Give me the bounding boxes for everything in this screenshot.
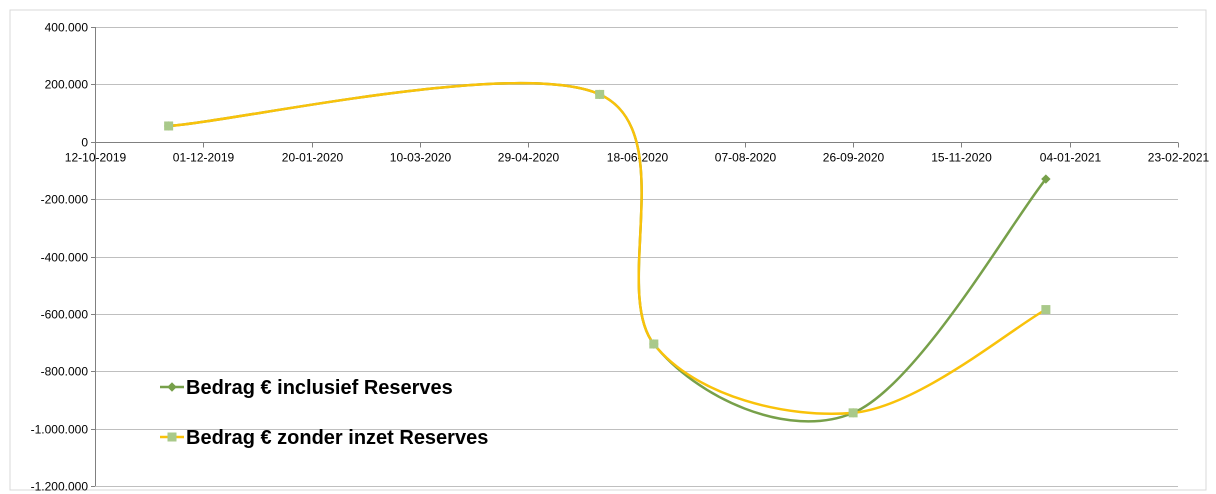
series-2-marker [164, 121, 174, 131]
series-2-marker [649, 339, 659, 349]
x-tick-label: 07-08-2020 [715, 151, 777, 165]
y-tick-label: -400.000 [41, 251, 89, 265]
x-tick-label: 01-12-2019 [173, 151, 235, 165]
x-tick-label: 18-06-2020 [607, 151, 669, 165]
series-2-marker [848, 408, 858, 418]
y-tick-label: -1.000.000 [31, 423, 89, 437]
x-tick-label: 20-01-2020 [282, 151, 344, 165]
x-tick-label: 23-02-2021 [1148, 151, 1210, 165]
series-line-1 [167, 81, 1048, 423]
legend-label: Bedrag € inclusief Reserves [186, 377, 453, 399]
x-tick-label: 10-03-2020 [390, 151, 452, 165]
x-tick-label: 29-04-2020 [498, 151, 560, 165]
y-tick-label: 0 [81, 136, 88, 150]
y-tick-label: -600.000 [41, 308, 89, 322]
series-line-2 [167, 81, 1048, 415]
x-tick-label: 12-10-2019 [65, 151, 127, 165]
y-tick-label: -200.000 [41, 193, 89, 207]
legend-label: Bedrag € zonder inzet Reserves [186, 427, 488, 449]
series-2-marker [1041, 305, 1051, 315]
y-tick-label: -1.200.000 [31, 480, 89, 494]
legend-swatch-marker [167, 382, 177, 392]
series-2-marker [595, 89, 605, 99]
chart-border [9, 9, 1207, 491]
x-tick-label: 15-11-2020 [931, 151, 992, 165]
y-tick-label: 400.000 [45, 21, 89, 35]
x-tick-label: 26-09-2020 [823, 151, 885, 165]
series-1-marker [1041, 174, 1051, 184]
legend-swatch-marker [167, 432, 177, 442]
y-tick-label: -800.000 [41, 365, 89, 379]
y-tick-label: 200.000 [45, 78, 89, 92]
x-tick-label: 04-01-2021 [1040, 151, 1102, 165]
